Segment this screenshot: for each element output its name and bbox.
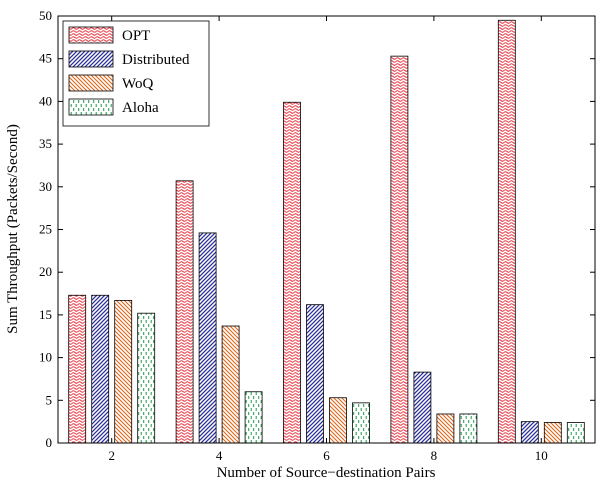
bar-dist-6 [306, 304, 324, 444]
legend-swatch-dist [68, 50, 114, 68]
y-axis: 0 5 10 15 20 25 30 35 40 45 50 [39, 8, 595, 450]
y-tick-label: 10 [39, 350, 52, 365]
bar-dist-8 [413, 371, 432, 444]
bar-aloha-6 [352, 402, 370, 444]
y-tick-label: 45 [39, 51, 52, 66]
bar-woq-8 [436, 413, 455, 444]
bar-opt-6 [283, 101, 301, 444]
y-tick-label: 25 [39, 222, 52, 237]
x-tick-label: 4 [216, 448, 223, 463]
y-tick-label: 0 [46, 435, 53, 450]
bars-group [68, 19, 585, 444]
bar-opt-10 [497, 19, 516, 444]
y-tick-label: 5 [46, 392, 53, 407]
bar-dist-2 [91, 294, 110, 444]
legend-swatch-opt [68, 26, 114, 44]
y-tick-label: 15 [39, 307, 52, 322]
y-tick-label: 30 [39, 179, 52, 194]
x-axis-title: Number of Source−destination Pairs [217, 465, 436, 481]
x-tick-label: 6 [323, 448, 330, 463]
x-tick-label: 8 [431, 448, 438, 463]
y-axis-title: Sum Throughput (Packets/Second) [5, 124, 21, 334]
bar-aloha-8 [459, 413, 478, 444]
legend-swatch-aloha [68, 98, 114, 116]
bar-aloha-2 [137, 312, 156, 444]
bar-opt-8 [390, 55, 409, 444]
legend-label-aloha: Aloha [122, 100, 159, 116]
x-axis: 2 4 6 8 10 [108, 16, 548, 463]
y-tick-label: 40 [39, 93, 52, 108]
legend-label-opt: OPT [122, 28, 150, 44]
bar-woq-4 [221, 325, 240, 444]
bar-opt-2 [68, 294, 87, 444]
bar-woq-10 [543, 422, 562, 444]
legend-label-woq: WoQ [122, 76, 153, 92]
y-tick-label: 50 [39, 8, 52, 23]
y-tick-label: 20 [39, 264, 52, 279]
bar-aloha-10 [566, 422, 585, 444]
x-tick-label: 10 [535, 448, 548, 463]
legend-label-dist: Distributed [122, 52, 190, 68]
bar-woq-2 [114, 299, 133, 444]
bar-dist-10 [520, 421, 539, 444]
legend-swatch-woq [68, 74, 114, 92]
bar-opt-4 [175, 180, 194, 444]
legend: OPT Distributed WoQ Aloha [62, 20, 210, 127]
x-tick-label: 2 [108, 448, 115, 463]
y-tick-label: 35 [39, 136, 52, 151]
bar-woq-6 [329, 397, 347, 444]
bar-aloha-4 [244, 391, 263, 444]
bar-dist-4 [198, 232, 217, 444]
